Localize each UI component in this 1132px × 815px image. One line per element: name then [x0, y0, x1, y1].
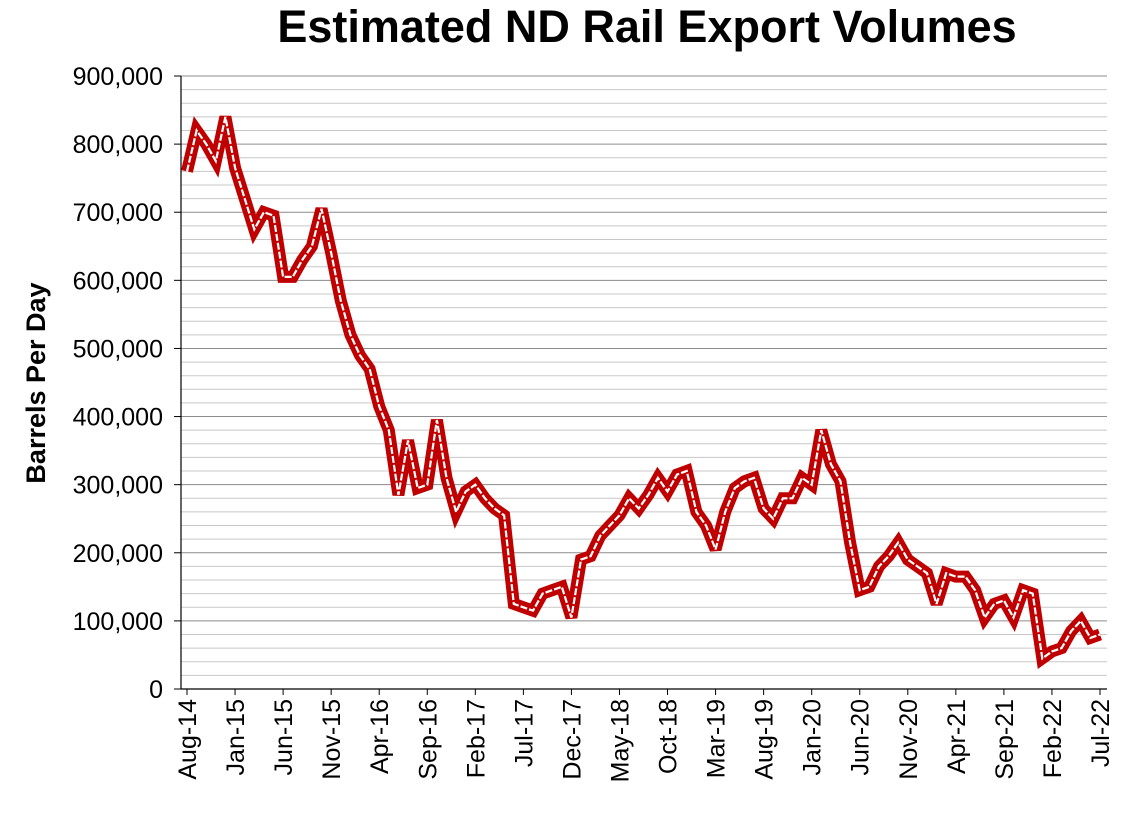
y-tick-label: 200,000 — [73, 540, 163, 568]
x-tick-label: Feb-22 — [1039, 699, 1067, 778]
x-tick-label: Jan-20 — [799, 699, 827, 775]
x-tick-label: Aug-14 — [174, 699, 202, 780]
series-line-inner — [185, 116, 1101, 661]
y-tick-label: 700,000 — [73, 199, 163, 227]
x-tick-label: Jun-15 — [270, 699, 298, 775]
x-tick-label: Oct-18 — [655, 699, 683, 774]
y-tick-label: 800,000 — [73, 131, 163, 159]
y-tick-label: 300,000 — [73, 472, 163, 500]
y-tick-label: 100,000 — [73, 608, 163, 636]
x-tick-label: Apr-21 — [943, 699, 971, 774]
x-tick-label: Jun-20 — [847, 699, 875, 775]
y-tick-label: 0 — [149, 676, 163, 704]
x-tick-label: Nov-15 — [318, 699, 346, 780]
x-tick-label: Nov-20 — [895, 699, 923, 780]
y-tick-label: 600,000 — [73, 267, 163, 295]
x-tick-label: Jul-17 — [510, 699, 538, 767]
x-tick-label: Sep-21 — [991, 699, 1019, 780]
x-tick-label: Apr-16 — [366, 699, 394, 774]
x-tick-label: Sep-16 — [414, 699, 442, 780]
x-tick-label: Mar-19 — [703, 699, 731, 778]
x-tick-label: Feb-17 — [462, 699, 490, 778]
y-tick-label: 500,000 — [73, 335, 163, 363]
x-tick-label: May-18 — [606, 699, 634, 782]
y-tick-label: 900,000 — [73, 63, 163, 91]
x-tick-label: Jul-22 — [1087, 699, 1115, 767]
x-tick-label: Jan-15 — [222, 699, 250, 775]
x-tick-label: Aug-19 — [751, 699, 779, 780]
chart-title: Estimated ND Rail Export Volumes — [277, 1, 1016, 52]
y-axis-label: Barrels Per Day — [21, 282, 51, 483]
y-tick-label: 400,000 — [73, 404, 163, 432]
x-tick-label: Dec-17 — [558, 699, 586, 780]
